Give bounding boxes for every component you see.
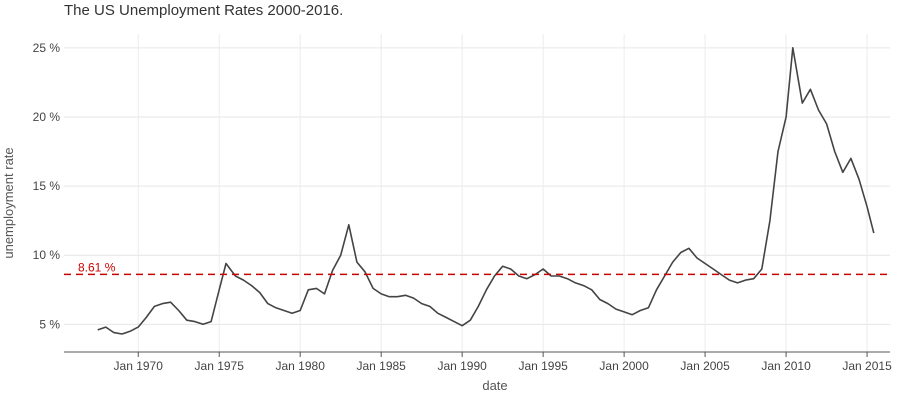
grid-layer (64, 34, 890, 352)
x-tick-label: Jan 2010 (761, 359, 811, 373)
chart-title: The US Unemployment Rates 2000-2016. (64, 2, 344, 19)
x-tick-label: Jan 2005 (680, 359, 730, 373)
y-tick-label: 10 % (33, 248, 61, 262)
x-tick-label: Jan 1985 (356, 359, 406, 373)
x-tick-label: Jan 1995 (518, 359, 568, 373)
x-tick-label: Jan 1990 (437, 359, 487, 373)
x-tick-label: Jan 2015 (842, 359, 892, 373)
y-axis-label: unemployment rate (1, 147, 16, 258)
labels-layer: 5 % 10 % 15 % 20 % 25 % Jan 1970 Jan 1975 Jan 1… (1, 41, 892, 393)
x-tick-label: Jan 1980 (275, 359, 325, 373)
series-line (97, 46, 875, 335)
x-tick-label: Jan 1975 (195, 359, 245, 373)
x-tick-label: Jan 1970 (114, 359, 164, 373)
y-tick-label: 15 % (33, 179, 61, 193)
y-tick-label: 20 % (33, 110, 61, 124)
x-axis-label: date (482, 378, 507, 393)
y-tick-label: 25 % (33, 41, 61, 55)
reference-layer: 8.61 % (64, 260, 890, 276)
axes-layer (64, 351, 890, 357)
data-layer (97, 46, 875, 335)
reference-line-label: 8.61 % (78, 260, 116, 274)
x-tick-label: Jan 2000 (599, 359, 649, 373)
y-tick-label: 5 % (39, 317, 60, 331)
